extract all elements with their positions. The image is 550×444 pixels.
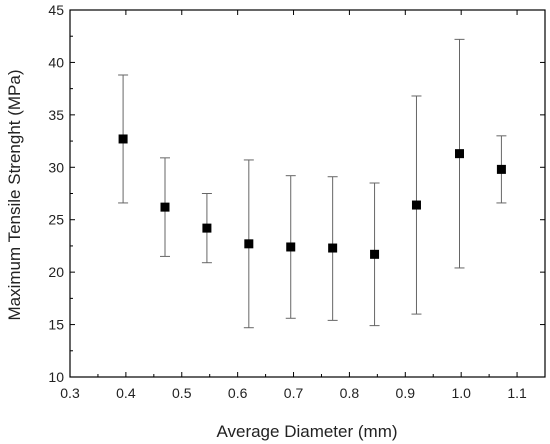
data-point (455, 149, 464, 159)
data-point (244, 239, 254, 249)
data-points (118, 134, 506, 259)
x-axis-title: Average Diameter (mm) (216, 422, 397, 441)
x-tick-label: 0.6 (228, 385, 248, 401)
x-tick-label: 0.9 (396, 385, 416, 401)
y-tick-label: 10 (48, 369, 64, 385)
axes (69, 9, 546, 378)
data-point (286, 242, 296, 252)
error-bars (118, 38, 507, 329)
plot-frame (69, 9, 546, 378)
x-tick-label: 1.1 (507, 385, 527, 401)
x-tick-label: 0.3 (60, 385, 80, 401)
data-point (411, 200, 421, 210)
y-axis-title: Maximum Tensile Strenght (MPa) (5, 70, 24, 321)
y-tick-label: 40 (48, 54, 64, 70)
y-axis-ticks: 10 15 20 25 30 35 40 45 (48, 2, 545, 385)
y-tick-label: 15 (48, 317, 64, 333)
x-tick-label: 0.8 (340, 385, 360, 401)
x-tick-label: 0.5 (172, 385, 192, 401)
y-tick-label: 20 (48, 264, 64, 280)
y-tick-label: 45 (48, 2, 64, 18)
data-point (370, 249, 380, 259)
data-point (160, 202, 170, 212)
data-point (328, 243, 338, 253)
x-tick-label: 0.7 (284, 385, 304, 401)
data-point (118, 134, 128, 144)
data-point (496, 164, 506, 174)
y-tick-label: 25 (48, 212, 64, 228)
y-tick-label: 35 (48, 107, 64, 123)
data-point (202, 223, 212, 233)
y-tick-label: 30 (48, 159, 64, 175)
x-axis-ticks: 0.3 0.4 0.5 0.6 0.7 0.8 0.9 1.0 1.1 (60, 10, 527, 401)
x-tick-label: 1.0 (451, 385, 471, 401)
x-tick-label: 0.4 (116, 385, 136, 401)
